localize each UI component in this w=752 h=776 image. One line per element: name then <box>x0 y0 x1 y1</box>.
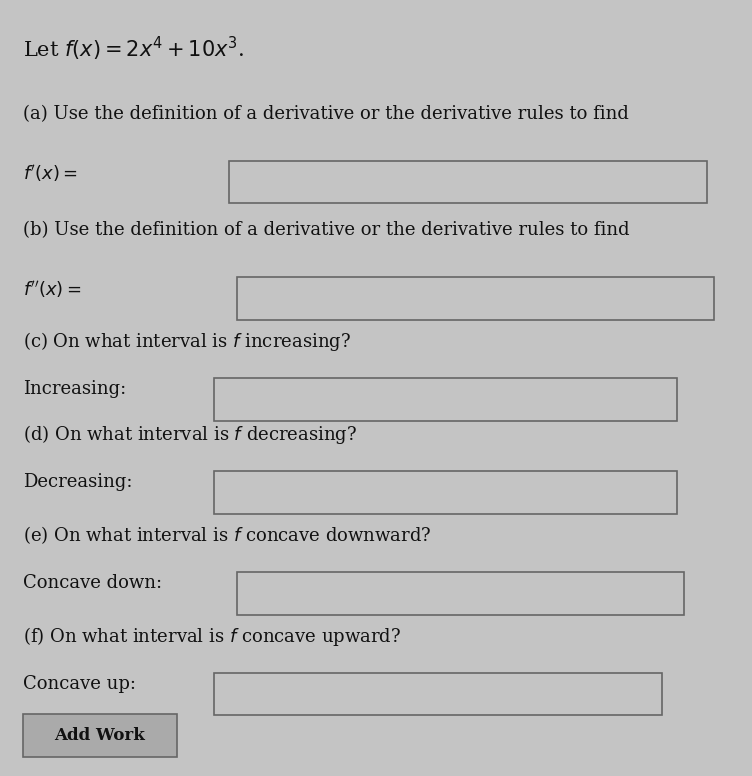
FancyBboxPatch shape <box>237 572 684 615</box>
Text: (d) On what interval is $f$ decreasing?: (d) On what interval is $f$ decreasing? <box>23 423 356 446</box>
Text: Increasing:: Increasing: <box>23 380 126 398</box>
FancyBboxPatch shape <box>237 277 714 320</box>
Text: (b) Use the definition of a derivative or the derivative rules to find: (b) Use the definition of a derivative o… <box>23 221 629 239</box>
Text: Concave down:: Concave down: <box>23 574 162 592</box>
Text: Concave up:: Concave up: <box>23 675 135 693</box>
Text: $f'(x) =$: $f'(x) =$ <box>23 163 77 184</box>
Text: (e) On what interval is $f$ concave downward?: (e) On what interval is $f$ concave down… <box>23 524 431 546</box>
FancyBboxPatch shape <box>214 673 662 715</box>
Text: $f''(x) =$: $f''(x) =$ <box>23 279 81 300</box>
Text: Add Work: Add Work <box>54 727 145 743</box>
Text: (a) Use the definition of a derivative or the derivative rules to find: (a) Use the definition of a derivative o… <box>23 105 629 123</box>
FancyBboxPatch shape <box>214 378 677 421</box>
FancyBboxPatch shape <box>229 161 707 203</box>
FancyBboxPatch shape <box>23 714 177 757</box>
FancyBboxPatch shape <box>214 471 677 514</box>
Text: Decreasing:: Decreasing: <box>23 473 132 491</box>
Text: (f) On what interval is $f$ concave upward?: (f) On what interval is $f$ concave upwa… <box>23 625 401 648</box>
Text: (c) On what interval is $f$ increasing?: (c) On what interval is $f$ increasing? <box>23 330 350 353</box>
Text: Let $f(x) = 2x^4 + 10x^3$.: Let $f(x) = 2x^4 + 10x^3$. <box>23 35 244 63</box>
